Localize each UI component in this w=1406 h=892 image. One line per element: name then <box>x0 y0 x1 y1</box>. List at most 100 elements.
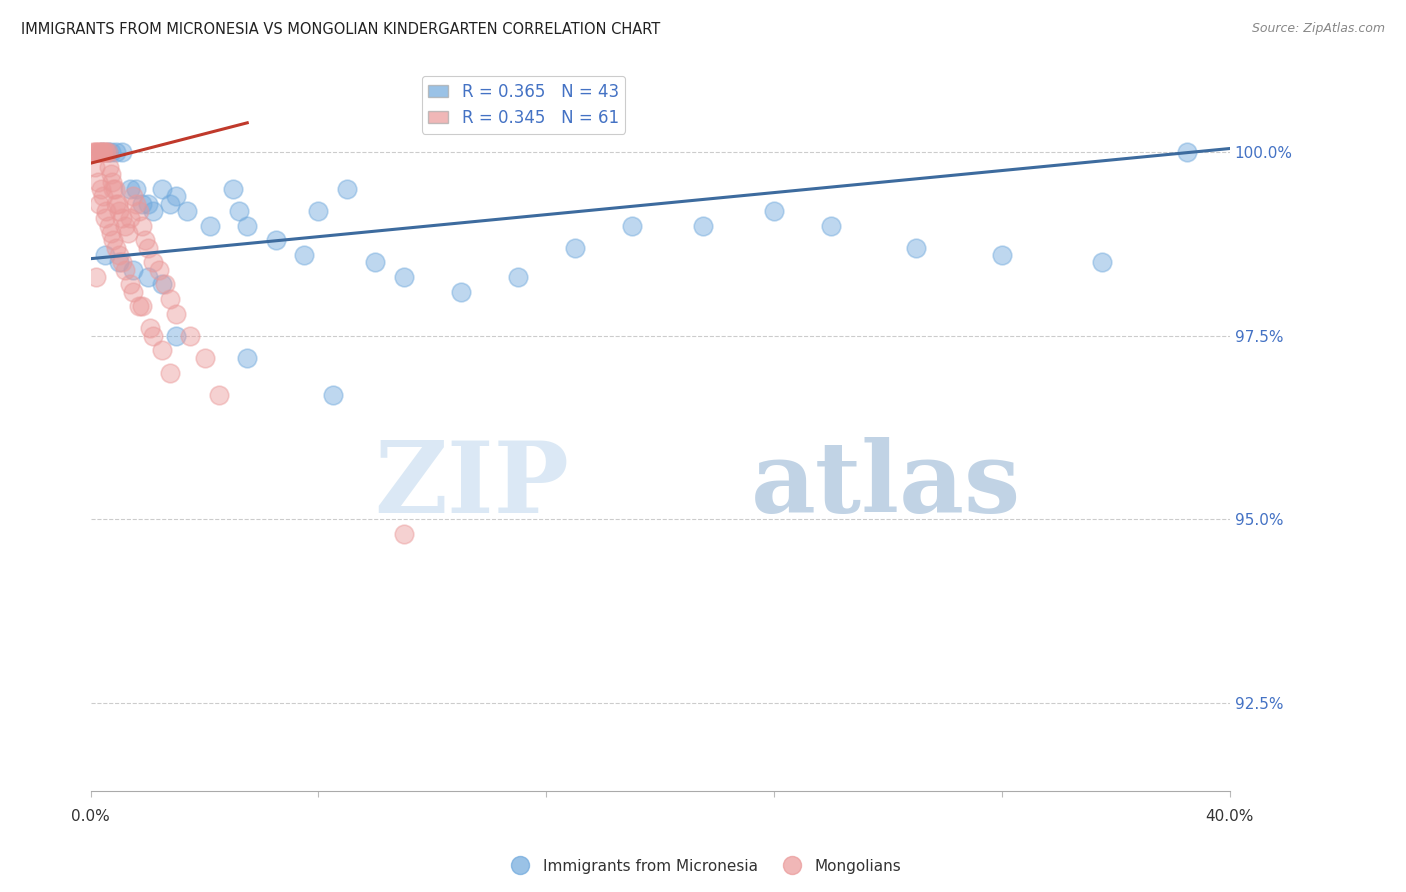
Point <box>364 255 387 269</box>
Point <box>131 219 153 233</box>
Point <box>131 196 153 211</box>
Point <box>165 189 187 203</box>
Text: IMMIGRANTS FROM MICRONESIA VS MONGOLIAN KINDERGARTEN CORRELATION CHART: IMMIGRANTS FROM MICRONESIA VS MONGOLIAN … <box>21 22 661 37</box>
Point <box>120 277 142 292</box>
Point <box>96 145 118 160</box>
Point <box>83 145 105 160</box>
Point <box>193 351 215 365</box>
Point <box>108 248 131 262</box>
Point <box>89 145 111 160</box>
Point <box>90 145 112 160</box>
Point <box>98 160 121 174</box>
Point <box>128 203 150 218</box>
Point <box>108 203 131 218</box>
Point <box>94 211 117 226</box>
Legend: R = 0.365   N = 43, R = 0.345   N = 61: R = 0.365 N = 43, R = 0.345 N = 61 <box>422 76 626 134</box>
Text: 0.0%: 0.0% <box>72 810 110 824</box>
Point <box>103 182 125 196</box>
Point <box>82 145 104 160</box>
Point <box>336 182 359 196</box>
Point <box>125 182 148 196</box>
Point <box>136 270 159 285</box>
Point <box>93 145 115 160</box>
Point <box>96 203 118 218</box>
Point <box>89 196 111 211</box>
Point <box>620 219 643 233</box>
Point <box>91 145 114 160</box>
Point <box>101 175 124 189</box>
Text: Source: ZipAtlas.com: Source: ZipAtlas.com <box>1251 22 1385 36</box>
Point <box>105 145 128 160</box>
Point <box>93 189 115 203</box>
Point <box>228 203 250 218</box>
Point <box>83 160 105 174</box>
Point <box>104 182 127 196</box>
Point <box>142 255 165 269</box>
Point <box>134 233 156 247</box>
Point <box>148 262 170 277</box>
Point <box>322 387 344 401</box>
Point <box>150 343 173 358</box>
Legend: Immigrants from Micronesia, Mongolians: Immigrants from Micronesia, Mongolians <box>499 853 907 880</box>
Point <box>84 145 107 160</box>
Point <box>763 203 786 218</box>
Point <box>165 328 187 343</box>
Point <box>84 270 107 285</box>
Point <box>87 145 110 160</box>
Point <box>114 219 136 233</box>
Point <box>1175 145 1198 160</box>
Point <box>236 219 259 233</box>
Point <box>107 196 129 211</box>
Point <box>142 203 165 218</box>
Point <box>159 292 181 306</box>
Point <box>87 175 110 189</box>
Point <box>128 300 150 314</box>
Point <box>108 255 131 269</box>
Point <box>179 328 201 343</box>
Point <box>236 351 259 365</box>
Point <box>100 167 122 181</box>
Point <box>91 145 114 160</box>
Point <box>136 196 159 211</box>
Text: atlas: atlas <box>751 437 1022 534</box>
Point <box>94 248 117 262</box>
Point <box>905 241 928 255</box>
Point <box>820 219 842 233</box>
Point <box>114 262 136 277</box>
Point <box>506 270 529 285</box>
Point <box>692 219 714 233</box>
Text: ZIP: ZIP <box>374 437 569 534</box>
Point <box>122 262 145 277</box>
Point <box>98 219 121 233</box>
Point <box>208 387 231 401</box>
Point <box>105 241 128 255</box>
Point <box>94 145 117 160</box>
Point <box>159 366 181 380</box>
Point <box>125 196 148 211</box>
Point <box>97 145 120 160</box>
Point <box>292 248 315 262</box>
Point <box>142 328 165 343</box>
Point <box>564 241 586 255</box>
Point <box>120 211 142 226</box>
Point <box>111 211 134 226</box>
Point <box>100 145 122 160</box>
Point <box>97 145 120 160</box>
Point <box>90 182 112 196</box>
Point <box>120 182 142 196</box>
Point <box>111 255 134 269</box>
Point <box>1090 255 1112 269</box>
Point <box>159 196 181 211</box>
Point <box>991 248 1014 262</box>
Text: 40.0%: 40.0% <box>1205 810 1254 824</box>
Point <box>392 527 415 541</box>
Point <box>307 203 329 218</box>
Point <box>450 285 472 299</box>
Point <box>103 233 125 247</box>
Point <box>222 182 245 196</box>
Point <box>139 321 162 335</box>
Point <box>100 226 122 240</box>
Point <box>117 226 139 240</box>
Point <box>150 277 173 292</box>
Point <box>176 203 198 218</box>
